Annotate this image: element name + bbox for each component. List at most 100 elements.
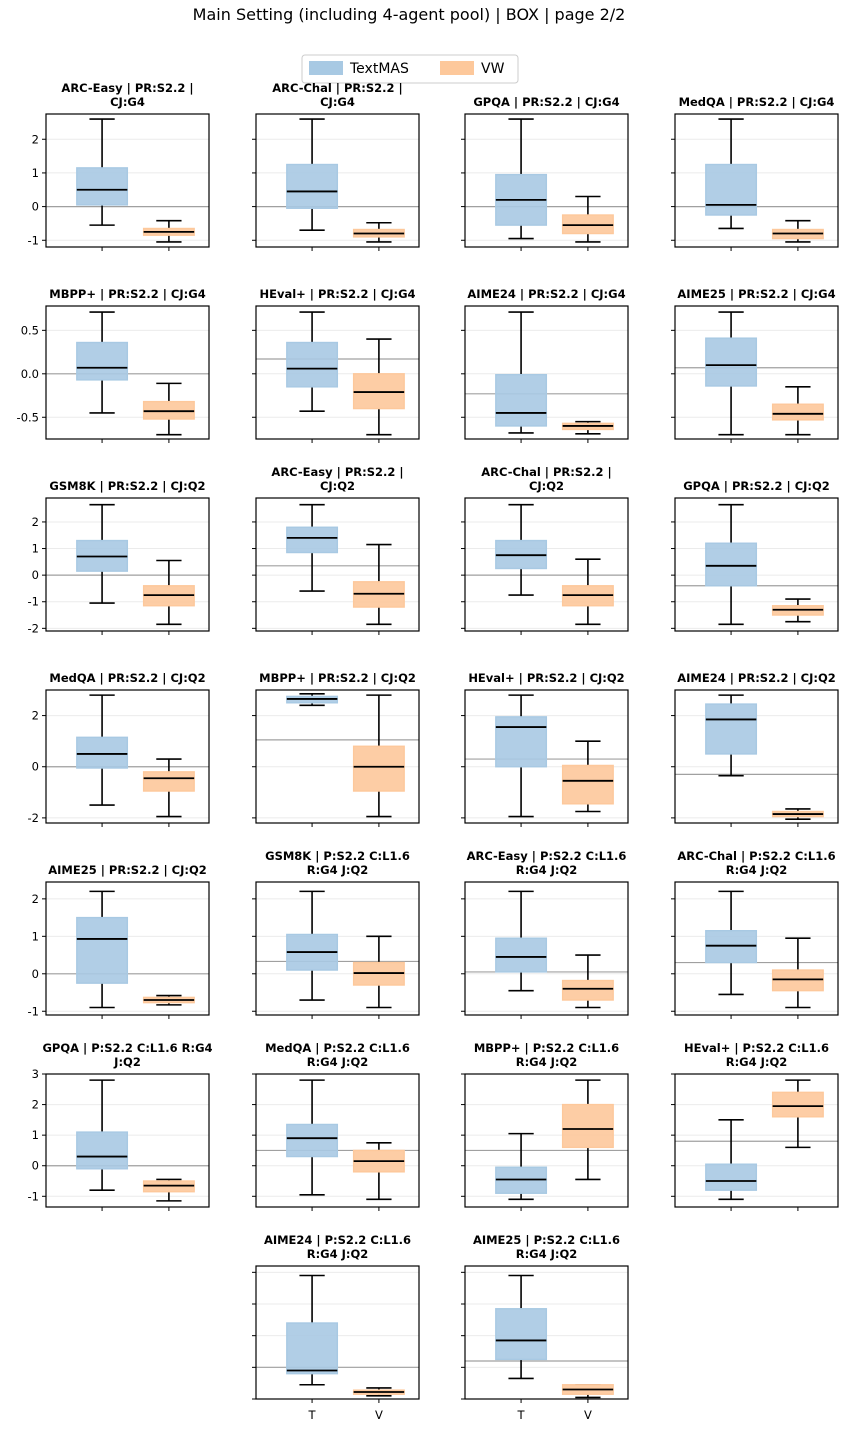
- box-textmas: [705, 930, 758, 964]
- box-textmas: [705, 1163, 758, 1191]
- panel-title: ARC-Chal | PR:S2.2 |: [272, 81, 403, 95]
- panel-heval-p-s2-2-c-l1-6-r-g4-j-q2: HEval+ | P:S2.2 C:L1.6R:G4 J:Q2: [671, 1041, 839, 1211]
- y-tick-label: -1: [28, 595, 39, 609]
- panel-frame: [45, 881, 210, 1016]
- box-textmas: [495, 716, 548, 768]
- figure-title: Main Setting (including 4-agent pool) | …: [193, 5, 626, 24]
- panel-title: HEval+ | PR:S2.2 | CJ:Q2: [468, 671, 624, 685]
- panel-frame: [464, 305, 629, 440]
- panel-title: MBPP+ | P:S2.2 C:L1.6: [474, 1041, 619, 1055]
- box-textmas: [76, 736, 129, 769]
- panel-frame: [255, 1073, 420, 1208]
- panel-arc-easy-pr-s2-2-cj-q2: ARC-Easy | PR:S2.2 |CJ:Q2: [252, 465, 420, 635]
- panel-aime25-pr-s2-2-cj-g4: AIME25 | PR:S2.2 | CJ:G4: [671, 287, 839, 443]
- box-vw: [142, 771, 195, 792]
- panel-frame: [464, 1265, 629, 1400]
- box-textmas: [705, 337, 758, 387]
- legend-label-vw: VW: [481, 61, 505, 77]
- panel-title: R:G4 J:Q2: [307, 1247, 369, 1261]
- panel-title: MBPP+ | PR:S2.2 | CJ:G4: [49, 287, 205, 301]
- panel-title: ARC-Easy | PR:S2.2 |: [61, 81, 193, 95]
- panel-title: HEval+ | P:S2.2 C:L1.6: [684, 1041, 829, 1055]
- box-textmas: [76, 1131, 129, 1170]
- y-tick-label: 2: [32, 1098, 39, 1112]
- panel-title: R:G4 J:Q2: [307, 1055, 369, 1069]
- panel-frame: [674, 1073, 839, 1208]
- panel-title: ARC-Chal | PR:S2.2 |: [481, 465, 612, 479]
- panel-medqa-pr-s2-2-cj-g4: MedQA | PR:S2.2 | CJ:G4: [671, 95, 839, 251]
- panel-frame: [255, 881, 420, 1016]
- panel-title: HEval+ | PR:S2.2 | CJ:G4: [259, 287, 415, 301]
- panel-frame: [255, 1265, 420, 1400]
- y-tick-label: 3: [32, 1067, 39, 1081]
- box-textmas: [286, 341, 339, 388]
- panel-title: J:Q2: [113, 1055, 141, 1069]
- box-textmas: [495, 373, 548, 427]
- y-tick-label: 0.5: [21, 323, 39, 337]
- panel-frame: [255, 689, 420, 824]
- box-textmas: [286, 1322, 339, 1375]
- panel-gsm8k-pr-s2-2-cj-q2: -2 -1 0 1 2 GSM8K | PR:S2.2 | CJ:Q2: [28, 479, 210, 635]
- legend-label-textmas: TextMAS: [349, 61, 409, 77]
- panel-frame: [674, 497, 839, 632]
- panel-heval-pr-s2-2-cj-q2: HEval+ | PR:S2.2 | CJ:Q2: [461, 671, 629, 827]
- panel-title: R:G4 J:Q2: [726, 863, 788, 877]
- y-tick-label: 0: [32, 967, 39, 981]
- x-tick-label: V: [584, 1408, 592, 1422]
- box-textmas: [286, 526, 339, 554]
- y-tick-label: -1: [28, 233, 39, 247]
- panel-title: R:G4 J:Q2: [516, 1247, 578, 1261]
- panel-frame: [255, 113, 420, 248]
- panel-arc-easy-p-s2-2-c-l1-6-r-g4-j-q2: ARC-Easy | P:S2.2 C:L1.6R:G4 J:Q2: [461, 849, 629, 1019]
- panel-frame: [464, 881, 629, 1016]
- box-textmas: [76, 341, 129, 381]
- panel-title: R:G4 J:Q2: [516, 863, 578, 877]
- panel-mbpp-p-s2-2-c-l1-6-r-g4-j-q2: MBPP+ | P:S2.2 C:L1.6R:G4 J:Q2: [461, 1041, 629, 1211]
- box-vw: [352, 745, 405, 792]
- panel-title: AIME24 | PR:S2.2 | CJ:G4: [467, 287, 625, 301]
- y-tick-label: 2: [32, 892, 39, 906]
- panel-aime25-p-s2-2-c-l1-6-r-g4-j-q2: T V AIME25 | P:S2.2 C:L1.6R:G4 J:Q2: [461, 1233, 629, 1422]
- panel-title: R:G4 J:Q2: [307, 863, 369, 877]
- panel-title: CJ:Q2: [320, 479, 355, 493]
- y-tick-label: -1: [28, 1189, 39, 1203]
- panel-aime24-pr-s2-2-cj-g4: AIME24 | PR:S2.2 | CJ:G4: [461, 287, 629, 443]
- panel-gsm8k-p-s2-2-c-l1-6-r-g4-j-q2: GSM8K | P:S2.2 C:L1.6R:G4 J:Q2: [252, 849, 420, 1019]
- panel-title: MBPP+ | PR:S2.2 | CJ:Q2: [259, 671, 416, 685]
- panel-arc-chal-pr-s2-2-cj-g4: ARC-Chal | PR:S2.2 |CJ:G4: [252, 81, 420, 251]
- y-tick-label: 0: [32, 568, 39, 582]
- panel-title: ARC-Easy | P:S2.2 C:L1.6: [467, 849, 627, 863]
- panel-frame: [674, 305, 839, 440]
- panel-heval-pr-s2-2-cj-g4: HEval+ | PR:S2.2 | CJ:G4: [252, 287, 420, 443]
- y-tick-label: 1: [32, 166, 39, 180]
- panel-title: MedQA | P:S2.2 C:L1.6: [265, 1041, 410, 1055]
- box-textmas: [76, 916, 129, 984]
- panel-mbpp-pr-s2-2-cj-q2: MBPP+ | PR:S2.2 | CJ:Q2: [252, 671, 420, 827]
- x-tick-label: T: [308, 1408, 317, 1422]
- panel-frame: [674, 881, 839, 1016]
- panel-frame: [464, 689, 629, 824]
- box-vw: [561, 979, 614, 1001]
- panel-mbpp-pr-s2-2-cj-g4: -0.5 0.0 0.5 MBPP+ | PR:S2.2 | CJ:G4: [17, 287, 210, 443]
- y-tick-label: 2: [32, 515, 39, 529]
- box-textmas: [705, 703, 758, 755]
- box-textmas: [705, 542, 758, 587]
- panel-medqa-p-s2-2-c-l1-6-r-g4-j-q2: MedQA | P:S2.2 C:L1.6R:G4 J:Q2: [252, 1041, 420, 1211]
- panel-gpqa-pr-s2-2-cj-g4: GPQA | PR:S2.2 | CJ:G4: [461, 95, 629, 251]
- panel-frame: [464, 497, 629, 632]
- panel-title: GPQA | PR:S2.2 | CJ:Q2: [683, 479, 830, 493]
- panel-title: CJ:G4: [110, 95, 145, 109]
- panel-title: GPQA | PR:S2.2 | CJ:G4: [473, 95, 619, 109]
- box-textmas: [76, 167, 129, 206]
- box-textmas: [286, 163, 339, 209]
- legend-swatch-vw: [440, 61, 474, 75]
- panel-gpqa-pr-s2-2-cj-q2: GPQA | PR:S2.2 | CJ:Q2: [671, 479, 839, 635]
- box-textmas: [495, 1308, 548, 1361]
- x-tick-label: V: [375, 1408, 383, 1422]
- panel-title: ARC-Easy | PR:S2.2 |: [271, 465, 403, 479]
- box-vw: [561, 764, 614, 805]
- panel-frame: [674, 689, 839, 824]
- panel-frame: [45, 1073, 210, 1208]
- panel-frame: [45, 497, 210, 632]
